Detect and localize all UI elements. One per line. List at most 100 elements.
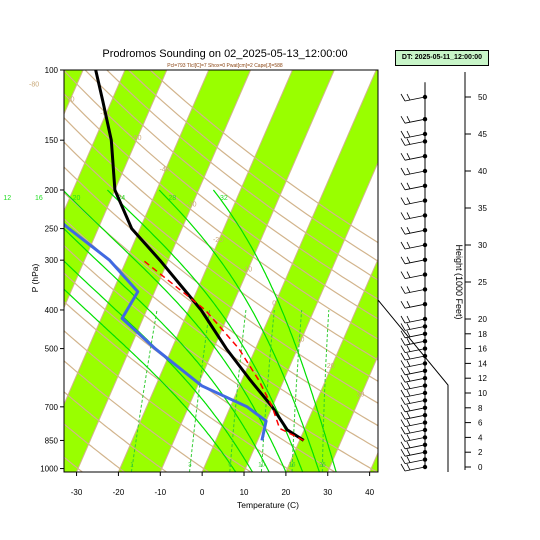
height-tick-label: 16	[478, 345, 487, 354]
wind-barb-dot	[422, 398, 428, 403]
wind-barb-flag	[400, 463, 406, 472]
wind-barb-flag	[400, 360, 406, 368]
wind-barb-shaft	[404, 141, 426, 146]
height-tick-label: 20	[478, 315, 487, 324]
wind-barb-flag	[406, 256, 411, 263]
wind-barb-shaft	[404, 385, 426, 390]
wind-barb-dot	[422, 353, 428, 359]
height-tick-label: 35	[478, 204, 487, 213]
wind-barb-dot	[422, 442, 428, 447]
height-tick-label: 12	[478, 374, 487, 383]
height-tick-label: 0	[478, 463, 483, 472]
wind-barb-shaft	[404, 348, 426, 353]
wind-barb-dot	[422, 346, 428, 351]
wind-barb-dot	[422, 154, 428, 159]
wind-barb-flag	[406, 434, 411, 441]
height-tick-label: 8	[478, 404, 483, 413]
wind-barb-dot	[422, 376, 428, 381]
isotherm-line	[495, 70, 540, 472]
mixing-ratio-label: 6	[228, 463, 232, 469]
y-tick-label: 850	[45, 436, 59, 445]
isotherm-label: -40	[160, 167, 170, 174]
height-axis: 0 2 4 6 8 10 12 14 16 18 20 25 30 35 40 45 50	[464, 72, 487, 472]
moist-adiabat	[64, 288, 237, 472]
isotherm-line	[76, 70, 252, 472]
wind-barb-dot	[422, 302, 428, 307]
wind-barb-shaft	[404, 400, 426, 405]
height-tick-label: 6	[478, 419, 483, 428]
moist-adiabat	[158, 189, 320, 472]
x-tick-label: 30	[323, 488, 332, 497]
wind-barb-dot	[422, 331, 428, 336]
moist-adiabat	[64, 227, 270, 472]
wind-barb-flag	[406, 375, 411, 382]
wind-barb-flag	[400, 197, 406, 205]
dry-adiabat	[128, 70, 378, 262]
isotherm-line	[453, 70, 540, 472]
wind-barb-dot	[422, 139, 428, 144]
wind-barb-shaft	[404, 259, 426, 265]
moist-adiabat	[64, 190, 287, 472]
wind-barb-flag	[406, 352, 411, 360]
wind-barb-flag	[406, 212, 411, 219]
mixing-ratio-label: 16	[289, 463, 296, 469]
wind-barb-shaft	[404, 363, 426, 368]
wind-barb-flag	[406, 463, 411, 471]
y-tick-label: 250	[45, 225, 59, 234]
mixing-ratio-line	[229, 309, 247, 472]
wind-barb-flag	[406, 397, 411, 404]
dry-adiabat	[64, 244, 378, 472]
mixing-ratio-lines	[130, 309, 330, 472]
dry-adiabat	[64, 391, 167, 472]
mixing-ratio-label: 3	[188, 463, 192, 469]
dry-adiabat	[64, 92, 378, 340]
moist-adiabat-label: 24	[117, 195, 125, 202]
wind-barb-shaft	[404, 355, 426, 361]
wind-barb-flag	[406, 426, 411, 434]
dry-adiabat	[84, 70, 378, 300]
wind-barb-flag	[400, 434, 406, 442]
wind-barb-shaft	[404, 133, 426, 139]
wind-barb-flag	[400, 130, 406, 139]
wind-barb-flag	[400, 227, 406, 235]
dry-adiabat	[106, 70, 378, 281]
height-axis-label: Height (1000 Feet)	[454, 244, 464, 319]
wind-barb-dot	[422, 94, 428, 100]
y-tick-label: 200	[45, 186, 59, 195]
wind-barb-flag	[400, 271, 406, 279]
wind-barb-shaft	[404, 407, 426, 413]
wind-barb-shaft	[404, 274, 426, 279]
y-tick-label: 1000	[40, 465, 58, 474]
wind-barb-flag	[406, 449, 411, 456]
wind-barb-dot	[422, 272, 428, 277]
dry-adiabat	[64, 217, 378, 450]
wind-barb-flag	[406, 345, 411, 352]
wind-barb-flag	[400, 352, 406, 361]
wind-barb-flag	[406, 241, 411, 249]
wind-barb-flag	[400, 167, 406, 176]
wind-barb-flag	[406, 360, 411, 367]
wind-barb-flag	[406, 301, 411, 308]
wind-barb-dot	[422, 405, 428, 410]
x-tick-label: -10	[155, 488, 167, 497]
wind-barb-flag	[400, 301, 406, 309]
dry-adiabat	[64, 116, 378, 361]
isotherm-label: 20	[327, 363, 335, 370]
wind-barb-shaft	[404, 185, 426, 191]
wind-barb-flag	[406, 389, 411, 397]
wind-barb-shaft	[404, 326, 426, 331]
dry-adiabat	[64, 330, 252, 472]
wind-panel-border	[377, 288, 449, 472]
height-tick-label: 50	[478, 93, 487, 102]
moist-adiabats	[64, 189, 337, 472]
wind-barb-shaft	[404, 318, 426, 324]
isotherm-line	[411, 70, 540, 472]
wind-barb-flag	[406, 441, 411, 448]
y-tick-label: 150	[45, 136, 59, 145]
wind-barb-dot	[422, 228, 428, 233]
height-tick-label: 4	[478, 433, 483, 442]
wind-barb-dot	[422, 450, 428, 455]
wind-barb-flag	[400, 375, 406, 383]
height-tick-label: 40	[478, 167, 487, 176]
